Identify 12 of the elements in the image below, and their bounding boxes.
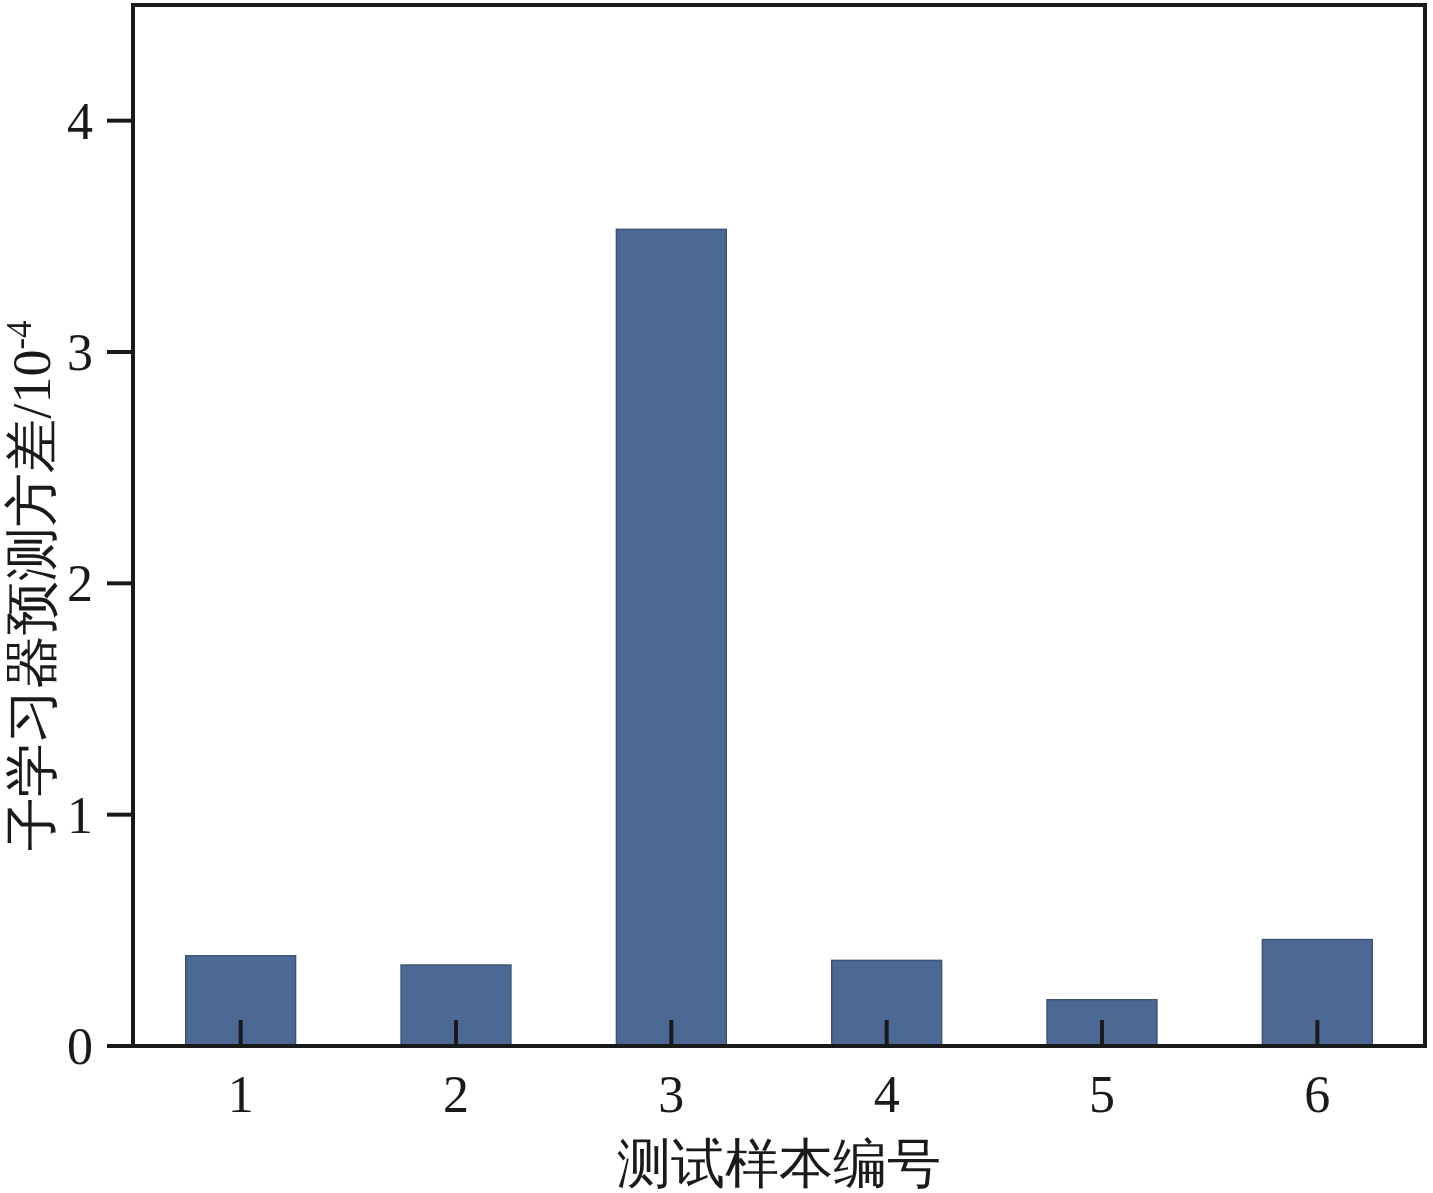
x-tick-label: 3 xyxy=(658,1066,685,1123)
x-tick-label: 2 xyxy=(443,1066,469,1123)
x-tick-label: 5 xyxy=(1089,1066,1115,1123)
y-tick-label: 0 xyxy=(67,1018,93,1075)
x-tick-label: 6 xyxy=(1304,1066,1331,1123)
y-tick-label: 4 xyxy=(67,92,93,150)
y-tick-label: 3 xyxy=(67,324,93,381)
x-tick-label: 4 xyxy=(873,1066,900,1123)
x-axis-title: 测试样本编号 xyxy=(617,1134,941,1193)
y-tick-label: 1 xyxy=(67,786,93,844)
x-tick-label: 1 xyxy=(227,1066,254,1123)
y-tick-label: 2 xyxy=(67,555,93,613)
